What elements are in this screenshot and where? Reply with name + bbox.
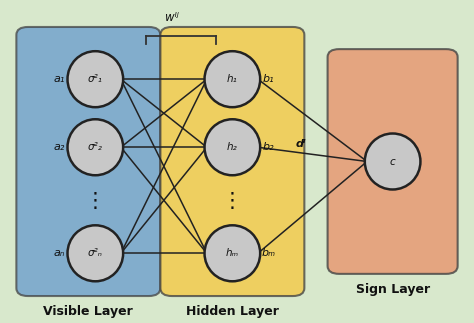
Text: a₂: a₂ <box>54 142 65 152</box>
Text: hₘ: hₘ <box>226 248 239 258</box>
Text: Sign Layer: Sign Layer <box>356 283 429 296</box>
Text: wᴵʲ: wᴵʲ <box>165 11 179 24</box>
Ellipse shape <box>205 119 260 175</box>
Text: h₁: h₁ <box>227 74 238 84</box>
Text: b₁: b₁ <box>262 74 274 84</box>
Text: aₙ: aₙ <box>54 248 65 258</box>
Ellipse shape <box>67 119 123 175</box>
FancyBboxPatch shape <box>328 49 457 274</box>
Ellipse shape <box>67 225 123 281</box>
Ellipse shape <box>67 51 123 107</box>
Text: bₘ: bₘ <box>261 248 275 258</box>
Text: c: c <box>390 157 395 166</box>
Text: Visible Layer: Visible Layer <box>44 305 133 318</box>
Ellipse shape <box>365 133 420 190</box>
Text: Hidden Layer: Hidden Layer <box>186 305 279 318</box>
Text: σ²ₙ: σ²ₙ <box>88 248 103 258</box>
Text: a₁: a₁ <box>54 74 65 84</box>
Ellipse shape <box>205 225 260 281</box>
Text: ⋮: ⋮ <box>85 191 106 211</box>
FancyBboxPatch shape <box>160 27 304 296</box>
Text: dᴵ: dᴵ <box>296 139 306 149</box>
Text: h₂: h₂ <box>227 142 238 152</box>
Text: σ²₁: σ²₁ <box>88 74 103 84</box>
FancyBboxPatch shape <box>16 27 160 296</box>
Ellipse shape <box>205 51 260 107</box>
Text: ⋮: ⋮ <box>222 191 243 211</box>
Text: σ²₂: σ²₂ <box>88 142 103 152</box>
Text: b₂: b₂ <box>262 142 274 152</box>
